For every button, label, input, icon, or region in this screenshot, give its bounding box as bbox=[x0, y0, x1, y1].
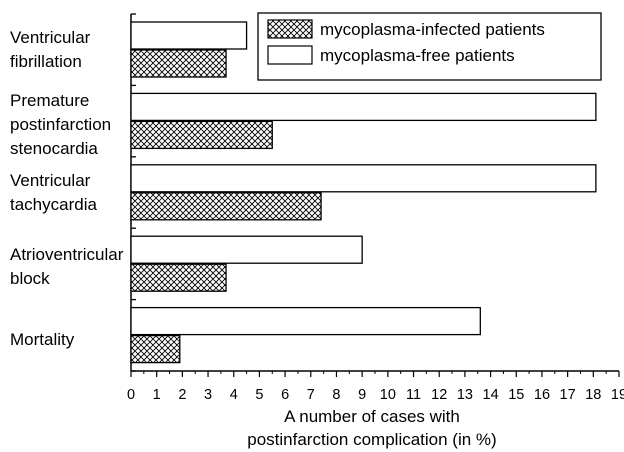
bar-mycoplasma-infected bbox=[130, 120, 273, 150]
bar-mycoplasma-infected bbox=[130, 49, 227, 78]
x-tick-label: 10 bbox=[380, 387, 396, 403]
x-tick-label: 2 bbox=[178, 387, 186, 403]
x-tick-label: 18 bbox=[585, 387, 601, 403]
category-label: Mortality bbox=[10, 330, 75, 349]
bar-mycoplasma-free bbox=[130, 306, 481, 336]
x-tick-label: 13 bbox=[457, 387, 473, 403]
category-label: stenocardia bbox=[10, 139, 98, 158]
x-tick-label: 15 bbox=[508, 387, 524, 403]
legend: mycoplasma-infected patients mycoplasma-f… bbox=[257, 12, 602, 81]
legend-swatch-infected bbox=[267, 19, 313, 39]
category-label: postinfarction bbox=[10, 115, 111, 134]
category-label: Ventricular bbox=[10, 28, 91, 47]
bar-mycoplasma-free bbox=[130, 92, 597, 122]
x-axis-title: A number of cases with bbox=[284, 407, 460, 426]
x-tick-label: 19 bbox=[611, 387, 624, 403]
x-tick-label: 7 bbox=[307, 387, 315, 403]
x-tick-label: 17 bbox=[560, 387, 576, 403]
legend-box bbox=[257, 12, 602, 81]
x-tick-label: 12 bbox=[431, 387, 447, 403]
legend-label: mycoplasma-free patients bbox=[320, 46, 515, 65]
legend-label: mycoplasma-infected patients bbox=[320, 20, 545, 39]
x-axis-title: postinfarction complication (in %) bbox=[247, 430, 496, 449]
category-label: Atrioventricular bbox=[10, 245, 124, 264]
x-tick-label: 14 bbox=[483, 387, 499, 403]
plot-area: 0 1 2 3 4 5 6 7 8 9 10 11 12 13 14 15 16 17 18 19A number o… bbox=[10, 13, 624, 449]
x-tick-label: 16 bbox=[534, 387, 550, 403]
bar-mycoplasma-free bbox=[130, 235, 363, 264]
x-tick-label: 0 bbox=[127, 387, 135, 403]
x-tick-label: 4 bbox=[230, 387, 238, 403]
category-label: Ventricular bbox=[10, 171, 91, 190]
category-label: block bbox=[10, 269, 50, 288]
bar-mycoplasma-infected bbox=[130, 263, 227, 292]
bar-mycoplasma-free bbox=[130, 164, 597, 193]
category-label: tachycardia bbox=[10, 195, 97, 214]
category-label: Premature bbox=[10, 91, 89, 110]
x-tick-label: 11 bbox=[406, 387, 421, 403]
bar-mycoplasma-infected bbox=[130, 192, 322, 221]
x-tick-label: 3 bbox=[204, 387, 212, 403]
bar-mycoplasma-free bbox=[130, 21, 248, 50]
x-tick-label: 6 bbox=[281, 387, 289, 403]
bar-mycoplasma-infected bbox=[130, 334, 181, 364]
x-tick-label: 9 bbox=[358, 387, 366, 403]
legend-swatch-free bbox=[267, 45, 313, 65]
category-label: fibrillation bbox=[10, 52, 82, 71]
x-tick-label: 1 bbox=[153, 387, 161, 403]
x-tick-label: 8 bbox=[332, 387, 340, 403]
x-tick-label: 5 bbox=[255, 387, 263, 403]
